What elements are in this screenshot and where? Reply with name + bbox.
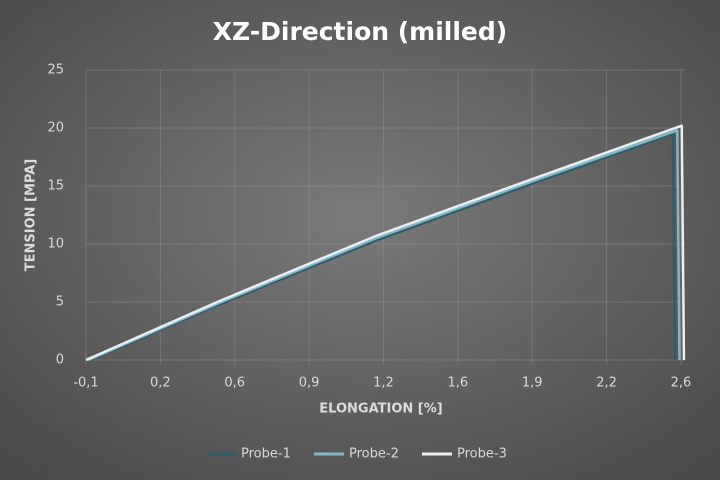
data-line [89, 132, 677, 362]
y-tick-label: 15 [47, 179, 64, 194]
chart-title: XZ-Direction (milled) [213, 17, 507, 46]
x-tick-label: 2,6 [671, 376, 692, 391]
x-tick-label: 2,2 [596, 376, 617, 391]
x-axis-title: ELONGATION [%] [319, 402, 442, 417]
y-tick-label: 20 [47, 121, 64, 136]
legend-label: Probe-1 [241, 447, 291, 462]
x-tick-label: 1,2 [373, 376, 394, 391]
y-tick-label: 10 [47, 237, 64, 252]
x-tick-label: 0,2 [150, 376, 171, 391]
x-tick-label: 0,9 [299, 376, 320, 391]
x-tick-label: 1,9 [522, 376, 543, 391]
x-tick-label: 1,6 [448, 376, 469, 391]
y-tick-label: 5 [56, 295, 64, 310]
y-tick-label: 0 [56, 353, 64, 368]
y-axis-title: TENSION [MPA] [24, 159, 39, 272]
data-line [87, 129, 681, 362]
data-line [85, 124, 686, 362]
x-tick-label: 0,6 [224, 376, 245, 391]
y-tick-label: 25 [47, 63, 64, 78]
x-tick-label: -0,1 [73, 376, 98, 391]
legend-label: Probe-3 [457, 447, 507, 462]
legend-label: Probe-2 [349, 447, 399, 462]
